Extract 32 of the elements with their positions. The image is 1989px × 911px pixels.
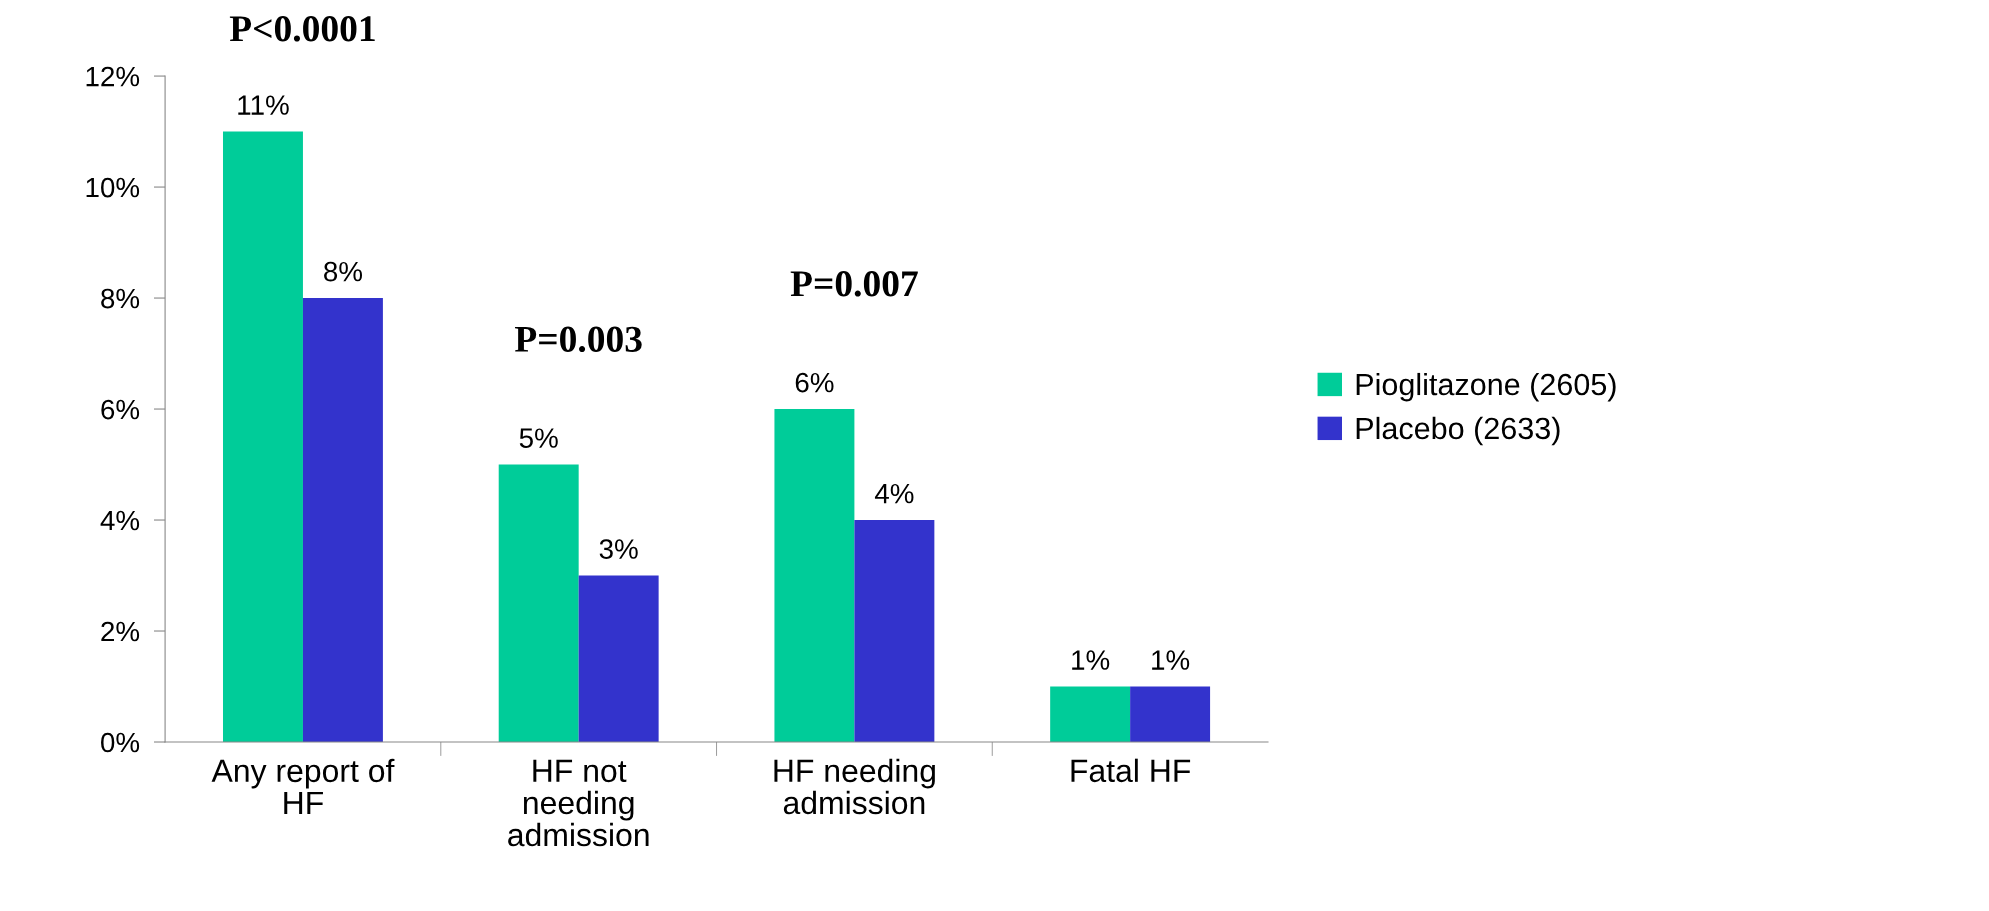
x-tick-label: HF needing admission: [774, 758, 935, 815]
data-label: 3%: [599, 539, 638, 559]
bar: [222, 131, 303, 743]
bar: [774, 409, 855, 743]
y-tick-label: 0%: [101, 732, 140, 753]
bar: [498, 464, 579, 743]
data-label: 5%: [519, 428, 558, 448]
bar: [854, 520, 935, 743]
data-label: 1%: [1072, 650, 1110, 670]
y-tick-label: 12%: [86, 66, 140, 87]
annotation: P=0.003: [514, 326, 642, 353]
data-label: 6%: [795, 372, 834, 393]
data-label: 1%: [1152, 650, 1190, 670]
y-tick-label: 10%: [86, 177, 140, 198]
bar: [578, 575, 659, 743]
x-tick-label: Fatal HF: [1071, 758, 1191, 783]
bar: [1130, 686, 1211, 743]
x-tick-label: HF not needing admission: [508, 759, 649, 847]
bar: [1050, 686, 1131, 743]
annotation: P=0.007: [790, 271, 918, 297]
y-tick-label: 4%: [100, 510, 140, 531]
x-tick-label: Any report of HF: [211, 758, 395, 814]
legend-label: Placebo (2633): [1356, 416, 1560, 446]
data-label: 8%: [324, 261, 363, 282]
bar: [302, 298, 383, 743]
y-tick-label: 8%: [101, 288, 140, 309]
data-label: 11%: [238, 95, 289, 115]
y-tick-label: 6%: [101, 399, 140, 420]
legend-label: Pioglitazone (2605): [1356, 372, 1616, 402]
text: P<0.0001: [229, 16, 375, 42]
y-tick-label: 2%: [101, 621, 140, 642]
data-label: 4%: [874, 483, 914, 504]
